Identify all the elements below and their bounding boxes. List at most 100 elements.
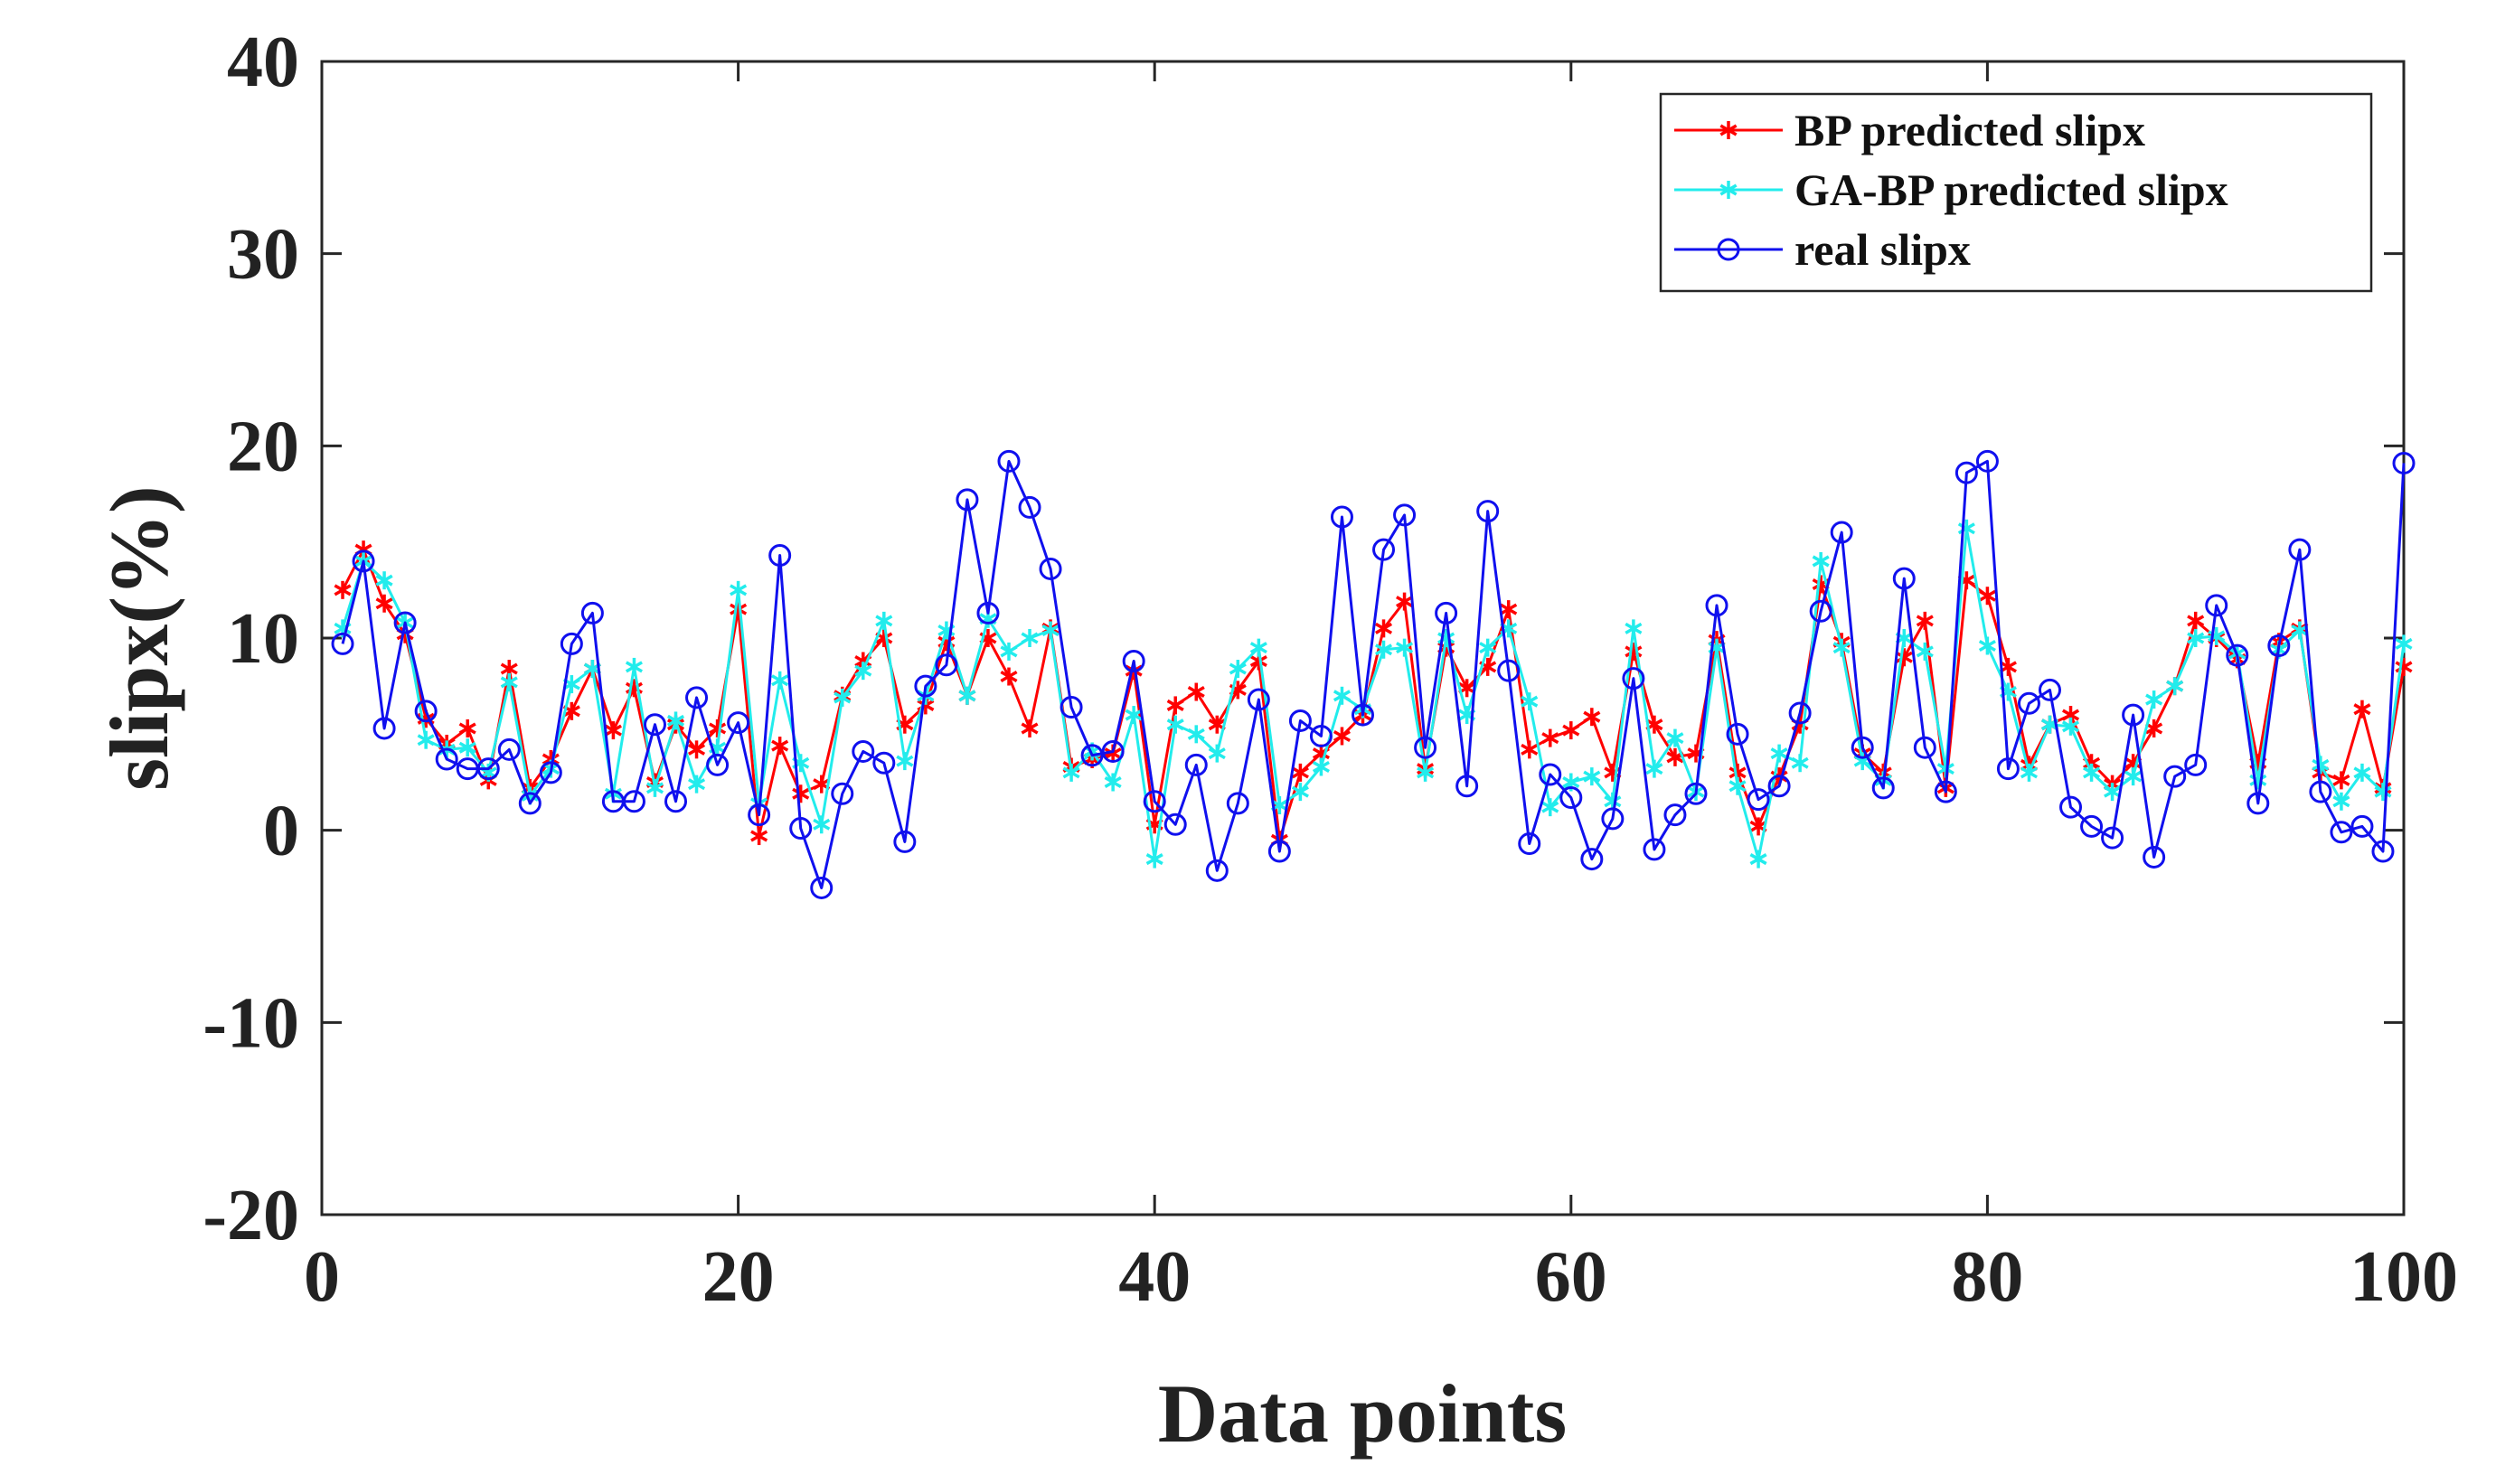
data-point [458, 719, 476, 737]
data-point [1226, 792, 1249, 815]
data-point [2371, 840, 2395, 863]
data-point [1417, 763, 1435, 782]
data-point [2392, 451, 2416, 474]
data-point [834, 688, 852, 707]
data-point [1414, 736, 1437, 759]
data-point [2145, 719, 2163, 737]
data-point [2104, 783, 2122, 802]
data-point [625, 657, 643, 676]
legend-label: BP predicted slipx [1794, 105, 2145, 155]
data-point [2020, 763, 2038, 782]
data-point [2038, 678, 2061, 701]
data-point [1643, 838, 1666, 861]
data-point [643, 713, 666, 737]
data-point [1247, 688, 1270, 711]
data-point [372, 717, 396, 740]
data-point [2330, 821, 2353, 844]
legend-marker [1719, 121, 1738, 139]
x-tick-label: 80 [1951, 1237, 2023, 1317]
data-point [1770, 744, 1788, 763]
y-tick-label: -20 [203, 1176, 299, 1255]
data-point [854, 662, 872, 681]
data-point [375, 571, 393, 590]
data-point [1267, 840, 1291, 863]
data-point [1476, 500, 1500, 523]
data-point [893, 830, 917, 853]
data-point [2017, 691, 2040, 715]
data-point [1580, 848, 1604, 871]
data-point [958, 686, 976, 705]
data-point [1583, 708, 1601, 727]
data-point [1166, 715, 1184, 734]
data-point [813, 815, 831, 834]
legend-marker [1719, 181, 1738, 199]
data-point [2205, 594, 2228, 617]
data-point [2249, 771, 2267, 790]
legend-marker [1717, 238, 1740, 261]
y-tick-label: 20 [227, 407, 299, 486]
data-point [1479, 638, 1497, 657]
data-point [875, 611, 893, 630]
data-point [748, 803, 771, 827]
data-point [789, 817, 813, 841]
legend: BP predicted slipx GA-BP predicted slipx r… [1659, 92, 2373, 293]
data-point [375, 594, 393, 613]
data-point [1000, 667, 1018, 686]
data-point [458, 738, 476, 757]
data-point [2332, 792, 2350, 811]
data-point [2312, 756, 2330, 775]
data-point [1518, 832, 1541, 856]
data-point [2059, 795, 2083, 819]
data-point [1249, 638, 1267, 657]
data-point [1625, 619, 1643, 638]
data-point [1312, 757, 1330, 776]
data-point [810, 876, 834, 899]
data-point [956, 488, 979, 512]
data-point [334, 580, 352, 599]
data-point [1975, 449, 1999, 473]
data-point [666, 711, 685, 730]
data-point [1892, 567, 1916, 590]
data-point [2061, 717, 2080, 736]
data-point [1039, 557, 1062, 580]
data-point [1125, 706, 1143, 725]
data-point [2083, 763, 2101, 782]
data-point [2163, 765, 2187, 788]
axis-ticks: 0 20 40 60 80 100 -20 -10 0 10 20 30 40 [203, 23, 2458, 1317]
data-point [580, 601, 604, 625]
data-point [831, 782, 854, 805]
data-point [1021, 629, 1039, 647]
data-point [2145, 690, 2163, 709]
data-point [2124, 767, 2143, 786]
data-point [1728, 776, 1747, 795]
data-point [750, 827, 768, 846]
data-point [1916, 642, 1934, 661]
data-point [1954, 461, 1978, 484]
data-point [688, 775, 706, 794]
data-point [1333, 727, 1352, 746]
data-point [2246, 792, 2270, 815]
data-point [771, 671, 789, 690]
data-point [1913, 736, 1936, 759]
data-point [1455, 775, 1479, 798]
data-point [1208, 744, 1226, 763]
data-point [2350, 814, 2374, 838]
data-point [1601, 807, 1625, 831]
data-point [1541, 728, 1559, 747]
data-point [560, 632, 583, 655]
data-point [1396, 592, 1414, 611]
data-point [1497, 659, 1521, 682]
data-point [331, 632, 354, 655]
data-point [768, 544, 792, 568]
data-point [688, 740, 706, 759]
data-point [1374, 640, 1393, 659]
data-point [1145, 850, 1163, 869]
data-point [2187, 629, 2205, 647]
data-point [1184, 753, 1208, 776]
x-tick-label: 60 [1535, 1237, 1607, 1317]
data-point [1895, 648, 1913, 667]
x-tick-label: 20 [702, 1237, 775, 1317]
data-point [1747, 788, 1770, 812]
series-2 [331, 449, 2416, 899]
series-line [341, 548, 2406, 841]
